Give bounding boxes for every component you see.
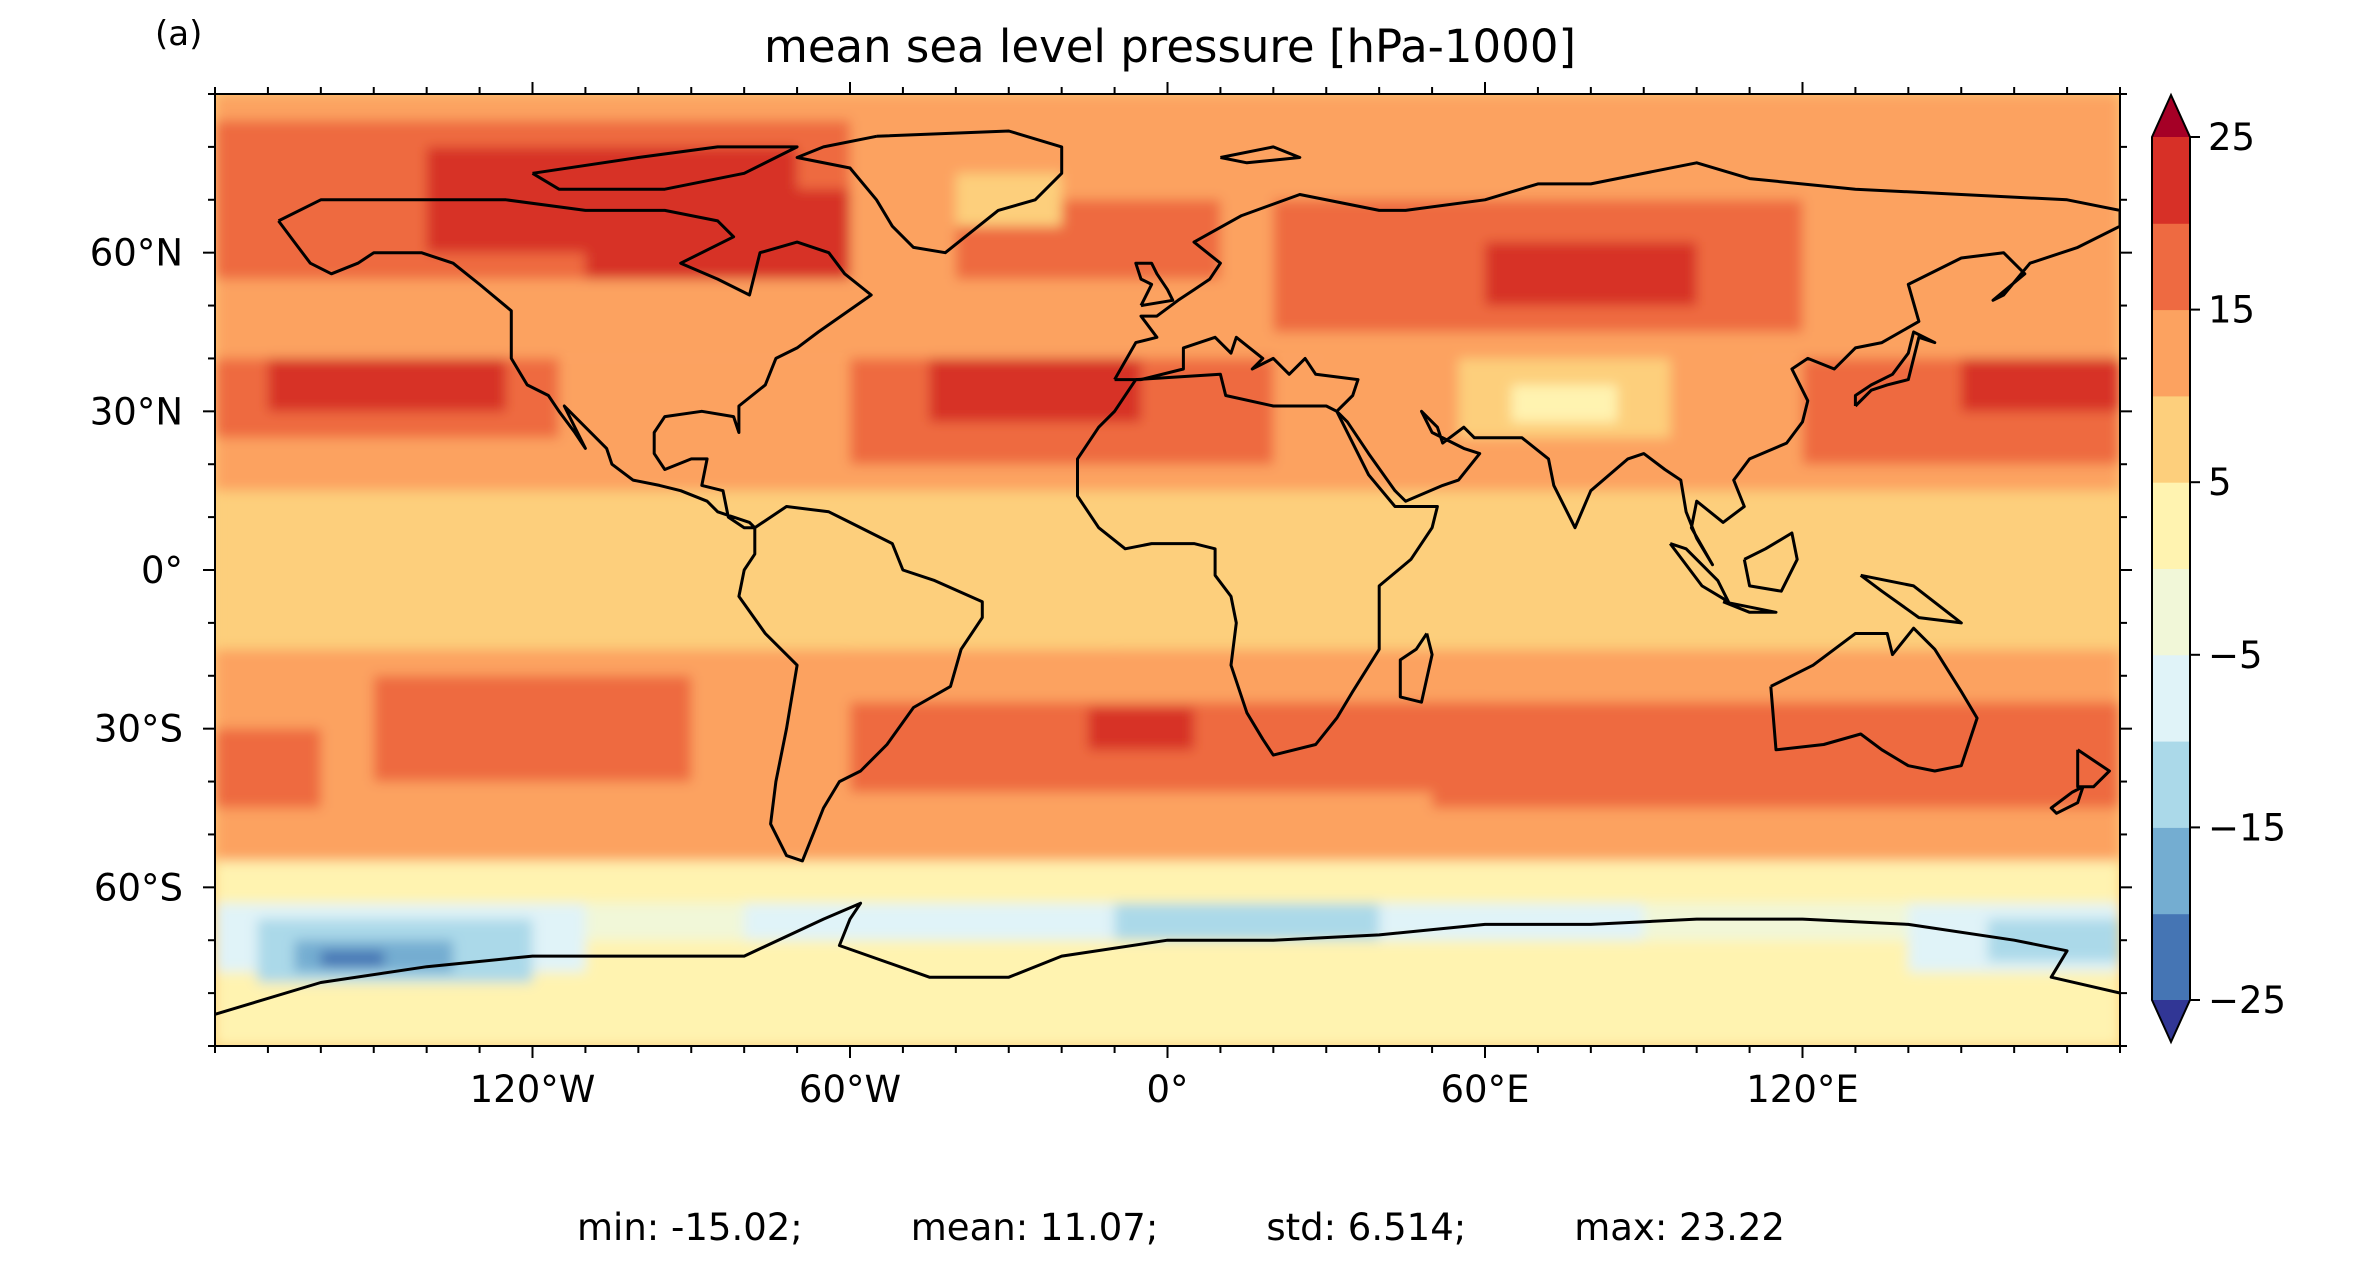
- colorbar: 25 15 5 −5 −15 −25: [2151, 92, 2286, 1045]
- coastline-segment: [1113, 161, 2120, 567]
- pressure-field: [215, 94, 2120, 1046]
- lat-tick-label: 30°N: [90, 390, 183, 433]
- colorbar-band: [2152, 395, 2190, 483]
- colorbar-tick-label: −5: [2208, 634, 2263, 677]
- panel-label: (a): [155, 14, 203, 54]
- pressure-patch: [850, 94, 1115, 174]
- coastline-segment: [531, 145, 799, 191]
- colorbar-band: [2152, 741, 2190, 828]
- colorbar-tick-label: −25: [2208, 979, 2286, 1022]
- stat-std: std: 6.514;: [1266, 1206, 1467, 1249]
- pressure-patch: [215, 1003, 2120, 1046]
- axis-ticks: [203, 82, 2132, 1058]
- stat-min: min: -15.02;: [577, 1206, 803, 1249]
- map-title: mean sea level pressure [hPa-1000]: [764, 20, 1576, 73]
- coastline-segment: [1076, 372, 1439, 757]
- colorbar-extend-max: [2152, 95, 2190, 137]
- coastline-segment: [1669, 542, 1730, 604]
- coastline-segment: [1722, 600, 1778, 614]
- pressure-patch: [1088, 707, 1194, 750]
- lon-tick-label: 60°W: [799, 1068, 901, 1111]
- coastline-segment: [1134, 261, 1175, 308]
- coastline-segment: [2076, 748, 2111, 789]
- pressure-patch: [215, 860, 2120, 904]
- lat-tick-label: 30°S: [94, 708, 183, 751]
- pressure-patch: [1511, 384, 1618, 422]
- colorbar-extend-min: [2152, 1000, 2190, 1042]
- coastline-segment: [2049, 785, 2085, 815]
- colorbar-band: [2152, 654, 2190, 742]
- colorbar-band: [2152, 309, 2190, 397]
- colorbar-tick-label: 25: [2208, 116, 2255, 159]
- colorbar-tick-label: 15: [2208, 289, 2255, 332]
- colorbar-band: [2152, 827, 2190, 915]
- coastlines: [215, 129, 2120, 1016]
- coastline-segment: [1742, 531, 1799, 593]
- pressure-patch: [320, 950, 385, 967]
- colorbar-band: [2152, 913, 2190, 1001]
- lat-tick-label: 60°N: [90, 232, 183, 275]
- pressure-patch: [1485, 242, 1697, 306]
- pressure-patch: [850, 543, 1115, 650]
- coastline-segment: [1769, 626, 1979, 773]
- pressure-patch: [1432, 702, 2120, 808]
- summary-stats: min: -15.02; mean: 11.07; std: 6.514; max: …: [0, 1206, 2362, 1249]
- colorbar-band: [2152, 223, 2190, 311]
- colorbar-tick-label: 5: [2208, 461, 2232, 504]
- pressure-patch: [215, 728, 321, 808]
- pressure-patch: [585, 189, 850, 280]
- longitude-labels: 120°W 60°W 0° 60°E 120°E: [470, 1068, 1859, 1111]
- lat-tick-label: 60°S: [94, 866, 183, 909]
- coastline-segment: [1398, 632, 1434, 704]
- pressure-patch: [215, 464, 2120, 650]
- lon-tick-label: 120°W: [470, 1068, 596, 1111]
- coastline-segment: [795, 129, 1064, 255]
- coastline-segment: [1853, 330, 1937, 408]
- colorbar-band: [2152, 482, 2190, 569]
- stat-mean: mean: 11.07;: [910, 1206, 1159, 1249]
- coastline-segment: [215, 901, 2120, 1016]
- colorbar-band: [2152, 568, 2190, 656]
- lon-tick-label: 120°E: [1746, 1068, 1859, 1111]
- pressure-patch: [929, 347, 1142, 422]
- coastline-segment: [1859, 573, 1963, 625]
- coastline-segment: [737, 505, 984, 863]
- pressure-patch: [373, 675, 692, 782]
- latitude-labels: 60°N 30°N 0° 30°S 60°S: [90, 232, 183, 910]
- coastline-segment: [277, 198, 873, 530]
- colorbar-tick-label: −15: [2208, 806, 2286, 849]
- stat-max: max: 23.22: [1574, 1206, 1785, 1249]
- pressure-patch: [1114, 897, 1380, 941]
- colorbar-band: [2152, 137, 2190, 224]
- lon-tick-label: 60°E: [1441, 1068, 1530, 1111]
- lon-tick-label: 0°: [1146, 1068, 1188, 1111]
- lat-tick-label: 0°: [141, 549, 183, 592]
- coastline-segment: [1220, 145, 1302, 165]
